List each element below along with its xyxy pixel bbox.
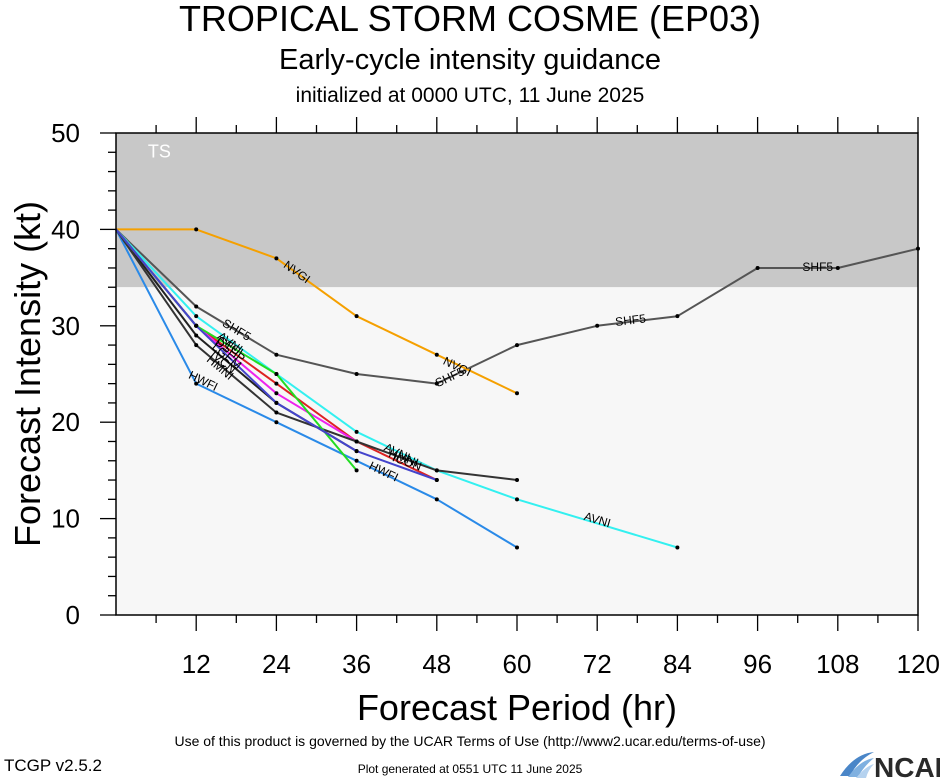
data-point-shf5 [755, 265, 760, 270]
x-tick-label: 12 [182, 649, 211, 679]
data-point-hwfi [515, 545, 519, 550]
data-point-shf5 [675, 314, 680, 319]
y-tick-label: 40 [51, 214, 80, 244]
chart-title: TROPICAL STORM COSME (EP03) [178, 0, 762, 39]
data-point-shf5 [274, 352, 279, 357]
y-tick-label: 50 [51, 118, 80, 148]
data-point-avni [194, 314, 199, 319]
ncar-logo: NCAR [840, 752, 940, 780]
chart-subtitle: Early-cycle intensity guidance [278, 44, 661, 76]
data-point-hmni [434, 468, 439, 473]
data-point-icon [434, 478, 439, 483]
x-tick-label: 84 [663, 649, 692, 679]
version-label: TCGP v2.5.2 [4, 756, 102, 775]
terms-of-use-text: Use of this product is governed by the U… [174, 733, 766, 749]
x-axis-label: Forecast Period (hr) [357, 687, 677, 728]
data-point-ctci [354, 468, 359, 473]
x-tick-label: 24 [262, 649, 291, 679]
data-point-icon [194, 323, 199, 328]
data-point-ctci [274, 372, 279, 376]
x-tick-label: 60 [503, 649, 532, 679]
series-label-shf5: SHF5 [802, 260, 833, 274]
y-axis-label: Forecast Intensity (kt) [7, 201, 48, 547]
init-time-subtitle: initialized at 0000 UTC, 11 June 2025 [295, 84, 645, 107]
data-point-icon [354, 449, 359, 454]
band-label-ts: TS [148, 142, 171, 162]
data-point-hwfi [434, 497, 439, 502]
x-tick-label: 36 [342, 649, 371, 679]
data-point-shf5 [194, 304, 199, 309]
data-point-hmni [274, 410, 279, 415]
data-point-hmni [354, 439, 359, 444]
data-point-dshp [274, 381, 279, 386]
data-point-hmni [515, 478, 519, 483]
y-tick-label: 10 [51, 504, 80, 534]
y-tick-label: 0 [66, 600, 80, 630]
data-point-shf5 [835, 265, 840, 270]
data-point-hwfi [194, 381, 199, 386]
data-point-shf5 [354, 372, 359, 376]
data-point-shf5 [515, 343, 519, 348]
data-point-hwfi [274, 420, 279, 425]
data-point-nvgi [194, 227, 199, 232]
data-point-icon [274, 400, 279, 405]
data-point-avni [515, 497, 519, 502]
x-tick-label: 96 [743, 649, 772, 679]
y-tick-label: 30 [51, 311, 80, 341]
series-label-shf5: SHF5 [614, 311, 646, 329]
intensity-band-1 [116, 287, 918, 615]
ncar-logo-swoosh-icon [840, 752, 874, 778]
ncar-logo-text: NCAR [874, 752, 940, 780]
data-point-shf5 [434, 381, 439, 386]
data-point-shf5 [595, 323, 600, 328]
data-point-avni [354, 429, 359, 434]
data-point-hmni [194, 343, 199, 348]
series-line-nvgi [116, 228, 518, 395]
data-point-nvgi [274, 256, 279, 261]
data-point-nvgi [515, 391, 519, 396]
x-tick-label: 108 [816, 649, 859, 679]
x-tick-label: 120 [897, 649, 940, 679]
data-point-avni [675, 545, 680, 550]
intensity-band-ts [116, 133, 918, 288]
y-tick-label: 20 [51, 407, 80, 437]
data-point-lgem [274, 391, 279, 396]
generated-time-label: Plot generated at 0551 UTC 11 June 2025 [357, 762, 583, 776]
data-point-hwfi [354, 458, 359, 463]
x-tick-label: 48 [422, 649, 451, 679]
x-tick-label: 72 [583, 649, 612, 679]
data-point-ivcn [194, 333, 199, 338]
data-point-nvgi [434, 352, 439, 357]
series-line-hwfi [115, 228, 518, 549]
data-point-nvgi [354, 314, 359, 319]
